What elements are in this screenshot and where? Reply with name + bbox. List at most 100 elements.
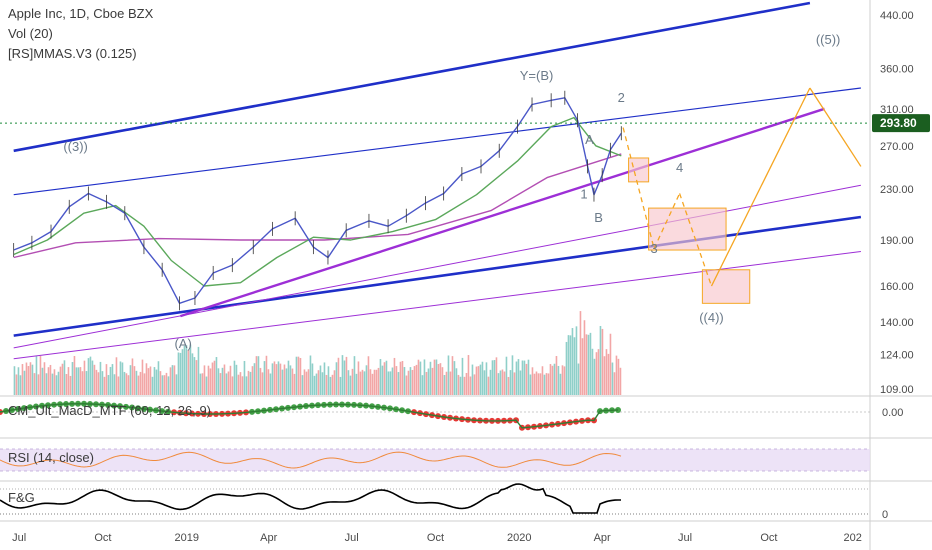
volume-bar (509, 370, 512, 395)
volume-bar (375, 369, 378, 395)
volume-bar (467, 355, 470, 395)
ma-fast-line (13, 116, 622, 287)
volume-bar (611, 362, 614, 395)
volume-bar (365, 365, 368, 395)
volume-bar (301, 375, 304, 395)
volume-bar (299, 357, 302, 395)
volume-bar (341, 355, 344, 395)
volume-bar (445, 371, 448, 395)
volume-bar (431, 367, 434, 395)
volume-bar (615, 355, 618, 395)
volume-bar (357, 361, 360, 395)
volume-bar (585, 334, 588, 395)
wave-label: Y=(B) (520, 68, 554, 83)
volume-bar (101, 371, 104, 395)
volume-bar (171, 365, 174, 395)
volume-bar (387, 371, 390, 395)
x-tick-label: 2020 (507, 532, 531, 544)
volume-bar (499, 370, 502, 395)
volume-bar (353, 356, 356, 395)
projection-leg (622, 127, 655, 249)
wave-label: 2 (618, 90, 625, 105)
volume-bar (473, 374, 476, 395)
y-tick-label: 140.00 (880, 317, 914, 329)
volume-bar (163, 375, 166, 395)
volume-bar (329, 376, 332, 395)
volume-bar (547, 373, 550, 395)
volume-bar (411, 369, 414, 395)
volume-bar (381, 365, 384, 395)
volume-bar (53, 369, 56, 395)
volume-bar (197, 346, 200, 395)
volume-bar (249, 371, 252, 395)
volume-bar (239, 372, 242, 395)
x-tick-label: Apr (594, 532, 611, 544)
volume-bar (279, 363, 282, 395)
volume-bar (15, 374, 18, 395)
channel-upper-line (13, 1, 811, 153)
volume-bar (185, 345, 188, 395)
volume-bar (267, 369, 270, 395)
volume-bar (27, 366, 30, 395)
volume-bar (333, 370, 336, 395)
volume-bar (369, 369, 372, 395)
volume-bar (251, 366, 254, 395)
macd-line (0, 403, 619, 429)
indicator-panes: 0.00 0 (0, 400, 903, 521)
volume-bar (169, 367, 172, 395)
volume-bar (303, 369, 306, 395)
x-tick-label: Apr (260, 532, 277, 544)
volume-bar (617, 358, 620, 395)
wave-label: ((4)) (699, 310, 724, 325)
volume-bar (427, 368, 430, 395)
volume-bar (141, 359, 144, 395)
volume-bar (533, 373, 536, 395)
volume-bar (273, 361, 276, 395)
volume-bar (215, 357, 218, 395)
volume-bar (335, 362, 338, 395)
volume-bar (253, 363, 256, 395)
volume-bar (125, 373, 128, 395)
price-axis[interactable]: 440.00 360.00 310.00 270.00 230.00 190.00 160.… (872, 10, 930, 396)
y-tick-label: 440.00 (880, 10, 914, 22)
volume-bar (247, 370, 250, 395)
macd-pane-label: CM_Ult_MacD_MTF (60, 12, 26, 9) (8, 403, 212, 418)
volume-bar (325, 374, 328, 395)
volume-bar (459, 376, 462, 395)
volume-bar (103, 376, 106, 395)
volume-bar (137, 375, 140, 395)
volume-bar (189, 344, 192, 395)
volume-bar (21, 364, 24, 395)
volume-bar (175, 374, 178, 395)
volume-bar (409, 367, 412, 395)
wave-label: (A) (174, 336, 191, 351)
volume-bar (203, 365, 206, 395)
volume-bar (115, 357, 118, 395)
volume-bar (497, 373, 500, 395)
volume-bar (503, 371, 506, 395)
volume-bar (149, 366, 152, 395)
volume-bar (275, 364, 278, 395)
volume-bar (135, 370, 138, 395)
volume-bar (237, 374, 240, 395)
volume-bar (231, 376, 234, 395)
volume-bar (201, 373, 204, 395)
volume-bar (479, 364, 482, 395)
volume-bar (401, 360, 404, 395)
volume-bar (161, 375, 164, 395)
volume-bar (319, 365, 322, 395)
last-price-tag (872, 114, 930, 133)
volume-bar (563, 366, 566, 395)
y-tick-label: 360.00 (880, 64, 914, 76)
volume-bar (555, 356, 558, 395)
volume-bar (297, 356, 300, 395)
x-tick-label: 202 (844, 532, 862, 544)
volume-bar (475, 366, 478, 395)
time-axis[interactable]: Jul Oct 2019 Apr Jul Oct 2020 Apr Jul Oct 202 (12, 532, 862, 544)
volume-bar (423, 359, 426, 395)
volume-bar (233, 360, 236, 395)
volume-bar (575, 326, 578, 395)
volume-bar (577, 363, 580, 395)
volume-bar (139, 371, 142, 395)
